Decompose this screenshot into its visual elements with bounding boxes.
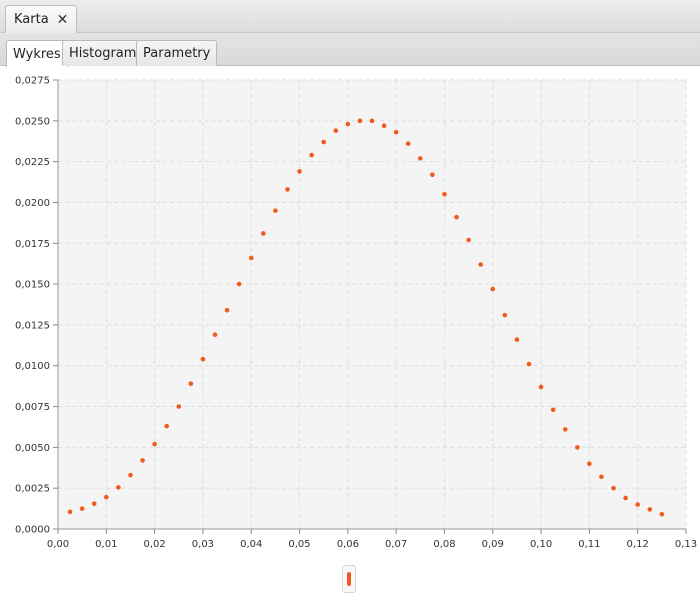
y-tick-label: 0,0125 — [15, 320, 50, 331]
data-point — [128, 472, 133, 478]
y-tick-label: 0,0100 — [15, 361, 50, 372]
legend-series-swatch — [347, 572, 351, 586]
data-point — [514, 337, 520, 342]
data-point — [152, 441, 157, 447]
tab-wykres-label: Wykres — [13, 46, 61, 62]
y-tick-label: 0,0250 — [15, 116, 50, 127]
data-point — [273, 208, 278, 213]
x-tick-label: 0,06 — [337, 539, 359, 550]
y-tick-label: 0,0175 — [15, 239, 50, 250]
y-tick-label: 0,0275 — [15, 76, 50, 87]
x-tick-label: 0,01 — [95, 539, 117, 550]
x-tick-label: 0,09 — [482, 539, 504, 550]
x-tick-label: 0,10 — [530, 539, 552, 550]
data-point — [345, 121, 351, 127]
data-point — [164, 423, 169, 429]
data-point — [405, 141, 411, 146]
x-tick-label: 0,05 — [288, 539, 310, 550]
x-tick-label: 0,13 — [675, 539, 697, 550]
data-point — [538, 384, 544, 390]
data-point — [550, 407, 556, 413]
tab-parametry[interactable]: Parametry — [136, 40, 218, 66]
plot-background — [58, 80, 686, 529]
data-point — [321, 139, 326, 145]
data-point — [224, 307, 230, 313]
data-point — [526, 361, 532, 367]
data-point — [91, 501, 97, 506]
data-point — [285, 187, 290, 192]
data-point — [236, 281, 242, 287]
y-tick-label: 0,0200 — [15, 198, 50, 209]
legend[interactable] — [342, 565, 356, 593]
data-point — [635, 502, 640, 507]
tab-histogram-label: Histogram — [69, 46, 137, 61]
y-tick-label: 0,0025 — [15, 484, 50, 495]
document-tab-title: Karta — [14, 12, 49, 27]
data-point — [381, 123, 387, 129]
y-tick-label: 0,0225 — [15, 157, 50, 168]
y-tick-label: 0,0000 — [15, 525, 50, 536]
data-point — [442, 191, 447, 197]
x-tick-label: 0,08 — [433, 539, 455, 550]
x-tick-label: 0,12 — [627, 539, 649, 550]
data-point — [369, 118, 375, 124]
x-tick-label: 0,00 — [47, 539, 69, 550]
data-point — [502, 312, 508, 318]
data-point — [478, 262, 483, 267]
scatter-chart: 0,00 0,01 0,02 0,03 0,04 0,05 0,06 0,07 0,08 0,09… — [15, 76, 697, 551]
tab-parametry-label: Parametry — [143, 46, 211, 61]
tab-histogram[interactable]: Histogram — [62, 40, 144, 66]
chart-area: 0,00 0,01 0,02 0,03 0,04 0,05 0,06 0,07 0,08 0,09… — [0, 66, 700, 566]
x-tick-label: 0,03 — [192, 539, 214, 550]
data-point — [116, 485, 121, 490]
data-point — [67, 509, 73, 515]
data-point — [599, 474, 604, 480]
data-point — [466, 237, 471, 243]
data-point — [140, 458, 145, 463]
document-tab-bar: Karta ✕ — [0, 0, 700, 33]
data-point — [587, 461, 592, 466]
data-point — [248, 255, 254, 261]
data-point — [309, 152, 314, 158]
x-tick-label: 0,02 — [143, 539, 165, 550]
data-point — [430, 172, 435, 177]
x-tick-label: 0,11 — [578, 539, 600, 550]
tab-wykres[interactable]: Wykres — [6, 40, 68, 67]
data-point — [188, 381, 194, 386]
data-point — [611, 485, 616, 491]
data-point — [490, 286, 496, 292]
data-point — [297, 169, 302, 174]
data-point — [562, 427, 568, 432]
data-point — [333, 128, 339, 133]
data-point — [357, 118, 363, 124]
data-point — [623, 495, 628, 501]
data-point — [647, 507, 653, 512]
data-point — [212, 332, 218, 338]
x-tick-label: 0,07 — [385, 539, 407, 550]
data-point — [79, 506, 85, 511]
data-point — [659, 512, 665, 517]
data-point — [200, 356, 206, 362]
data-point — [418, 156, 423, 161]
data-point — [454, 214, 459, 220]
x-tick-label: 0,04 — [240, 539, 262, 550]
data-point — [393, 129, 399, 135]
y-tick-label: 0,0050 — [15, 443, 50, 454]
y-tick-label: 0,0150 — [15, 280, 50, 291]
data-point — [575, 445, 580, 450]
data-point — [104, 494, 109, 500]
data-point — [176, 404, 182, 409]
close-icon[interactable]: ✕ — [56, 11, 69, 28]
data-point — [261, 231, 266, 236]
y-tick-label: 0,0075 — [15, 402, 50, 413]
document-tab-karta[interactable]: Karta ✕ — [5, 5, 78, 33]
view-tab-bar: Wykres Histogram Parametry — [0, 33, 700, 67]
